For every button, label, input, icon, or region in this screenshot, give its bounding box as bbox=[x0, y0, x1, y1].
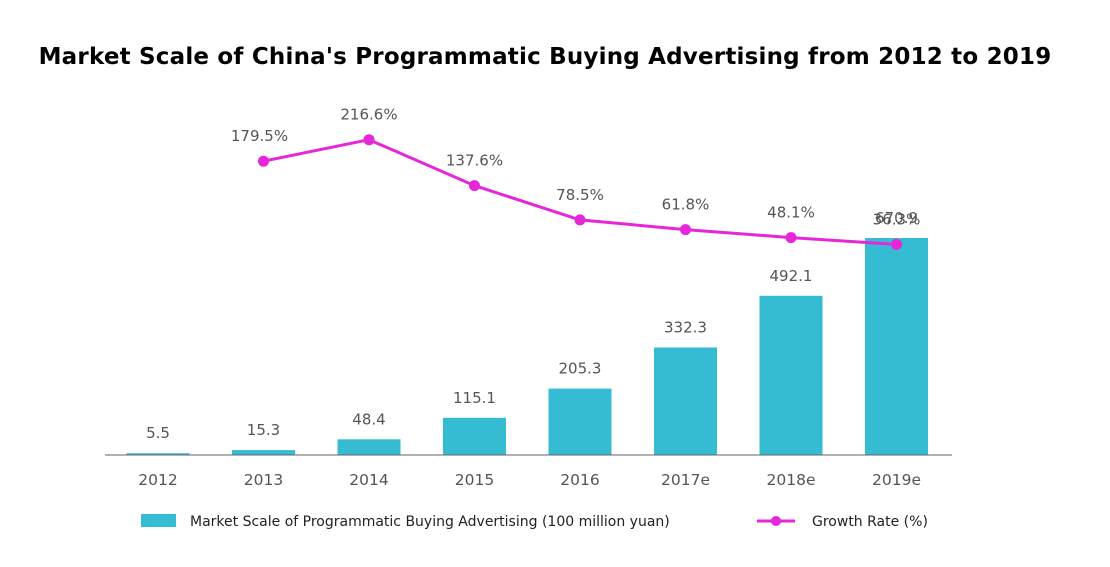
growth-point-2017e bbox=[680, 224, 691, 236]
bar-2018e bbox=[759, 295, 823, 455]
x-tick-2018e: 2018e bbox=[767, 471, 816, 489]
growth-line-layer bbox=[258, 134, 902, 250]
legend-bar-swatch bbox=[141, 514, 176, 527]
x-tick-2012: 2012 bbox=[138, 471, 177, 489]
bar-2012 bbox=[126, 453, 190, 455]
legend-line-label: Growth Rate (%) bbox=[812, 514, 928, 530]
bar-value-label-2019e: 670.9 bbox=[875, 209, 918, 227]
growth-point-2014 bbox=[363, 134, 375, 146]
x-tick-2017e: 2017e bbox=[661, 471, 710, 489]
legend-bar-label: Market Scale of Programmatic Buying Adve… bbox=[190, 514, 670, 530]
x-tick-labels: 2012 2013 2014 2015 2016 2017e 2018e 2019e bbox=[138, 471, 921, 489]
growth-point-2018e bbox=[785, 232, 797, 244]
bar-2019e bbox=[865, 238, 928, 455]
growth-point-2019e bbox=[891, 238, 902, 250]
bar-value-label-2014: 48.4 bbox=[352, 410, 385, 428]
growth-label-2014: 216.6% bbox=[340, 106, 397, 124]
bar-value-label-2017e: 332.3 bbox=[664, 319, 707, 337]
growth-label-2019e: 36.3% bbox=[873, 210, 921, 228]
bar-value-label-2018e: 492.1 bbox=[770, 267, 813, 285]
chart-title: Market Scale of China's Programmatic Buy… bbox=[38, 44, 1052, 70]
bars-layer bbox=[126, 238, 928, 455]
growth-labels-layer: 179.5% 216.6% 137.6% 78.5% 61.8% 48.1% 36.3% bbox=[231, 106, 920, 229]
growth-label-2017e: 61.8% bbox=[662, 196, 710, 214]
bar-value-label-2015: 115.1 bbox=[453, 389, 496, 407]
bar-labels-layer: 5.5 15.3 48.4 115.1 205.3 332.3 492.1 670.9 bbox=[146, 209, 918, 442]
bar-value-label-2012: 5.5 bbox=[146, 424, 170, 442]
bar-2017e bbox=[654, 347, 717, 455]
growth-label-2018e: 48.1% bbox=[767, 204, 815, 222]
bar-2016 bbox=[548, 388, 612, 455]
growth-point-2013 bbox=[258, 155, 269, 167]
x-tick-2013: 2013 bbox=[244, 471, 283, 489]
growth-point-2015 bbox=[469, 180, 480, 192]
x-tick-2014: 2014 bbox=[349, 471, 388, 489]
bar-value-label-2013: 15.3 bbox=[247, 421, 280, 439]
bar-2015 bbox=[443, 417, 506, 455]
bar-2013 bbox=[232, 450, 295, 455]
legend: Market Scale of Programmatic Buying Adve… bbox=[141, 514, 928, 530]
legend-line-marker bbox=[771, 516, 781, 526]
bar-2014 bbox=[337, 439, 401, 455]
x-tick-2015: 2015 bbox=[455, 471, 494, 489]
growth-label-2013: 179.5% bbox=[231, 127, 288, 145]
bar-value-label-2016: 205.3 bbox=[559, 360, 602, 378]
growth-label-2016: 78.5% bbox=[556, 186, 604, 204]
x-tick-2016: 2016 bbox=[560, 471, 599, 489]
growth-label-2015: 137.6% bbox=[446, 152, 503, 170]
x-tick-2019e: 2019e bbox=[872, 471, 921, 489]
growth-point-2016 bbox=[574, 214, 586, 226]
